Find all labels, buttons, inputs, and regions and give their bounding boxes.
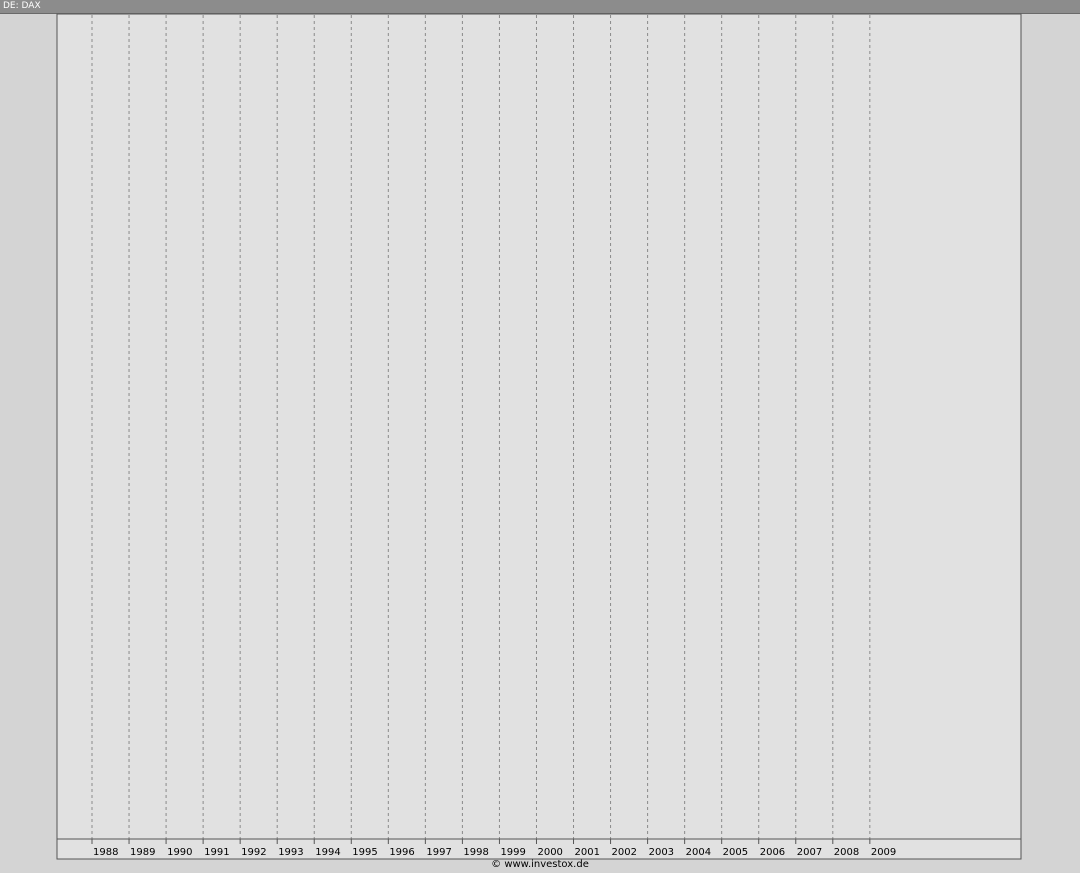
- x-tick-label-1998: 1998: [463, 847, 488, 858]
- x-tick-label-1994: 1994: [315, 847, 340, 858]
- x-tick-label-1993: 1993: [278, 847, 303, 858]
- x-tick-label-1991: 1991: [204, 847, 229, 858]
- x-axis-labels: 1988 1989 1990 1991 1992 1993 1994 1995 1996 1997…: [91, 839, 896, 858]
- x-tick-label-1999: 1999: [500, 847, 525, 858]
- plot-area: [56, 13, 1022, 840]
- x-tick-label-1992: 1992: [241, 847, 266, 858]
- x-tick-label-1997: 1997: [426, 847, 451, 858]
- x-tick-label-2007: 2007: [797, 847, 822, 858]
- x-tick-label-1989: 1989: [130, 847, 155, 858]
- x-axis-band: [56, 838, 1022, 860]
- x-tick-label-1988: 1988: [93, 847, 118, 858]
- x-gridlines: [91, 15, 871, 839]
- x-tick-label-2005: 2005: [723, 847, 748, 858]
- window-title: DE: DAX: [3, 1, 41, 11]
- x-tick-label-2000: 2000: [537, 847, 562, 858]
- x-tick-label-2006: 2006: [760, 847, 785, 858]
- x-tick-label-1996: 1996: [389, 847, 414, 858]
- x-tick-label-2001: 2001: [575, 847, 600, 858]
- x-tick-label-1990: 1990: [167, 847, 192, 858]
- x-tick-label-1995: 1995: [352, 847, 377, 858]
- x-tick-label-2004: 2004: [686, 847, 711, 858]
- x-tick-label-2003: 2003: [649, 847, 674, 858]
- copyright-text: © www.investox.de: [491, 859, 589, 870]
- x-tick-label-2008: 2008: [834, 847, 859, 858]
- x-tick-label-2009: 2009: [871, 847, 896, 858]
- x-tick-label-2002: 2002: [612, 847, 637, 858]
